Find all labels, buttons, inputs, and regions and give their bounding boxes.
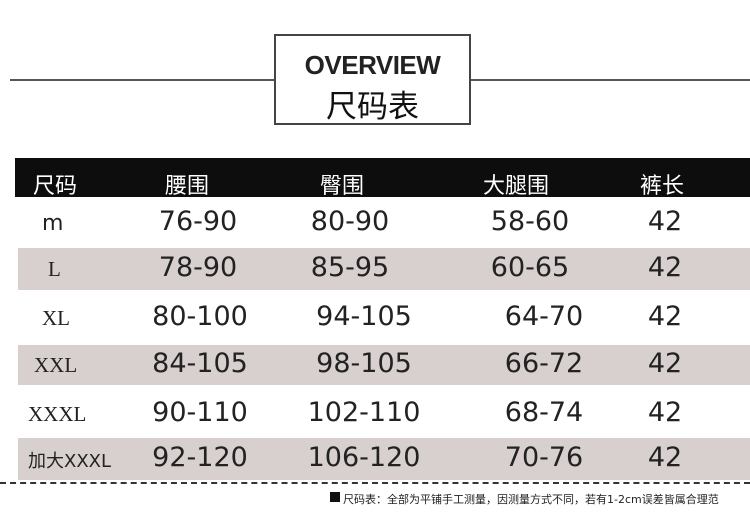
cell: 68-74 xyxy=(504,396,584,428)
cell: 98-105 xyxy=(316,348,412,379)
bullet xyxy=(330,492,340,502)
cell: 42 xyxy=(647,396,683,428)
cell: 60-65 xyxy=(490,252,570,283)
size-label: L xyxy=(48,257,61,281)
cell: 92-120 xyxy=(152,442,248,473)
rule xyxy=(10,79,274,81)
cell: 94-105 xyxy=(316,301,412,332)
cell: 85-95 xyxy=(310,252,390,283)
size-label: m xyxy=(42,210,64,236)
cell: 42 xyxy=(647,252,683,283)
cell: 42 xyxy=(647,348,683,379)
column-header: 臀围 xyxy=(320,174,365,199)
cell: 106-120 xyxy=(307,442,421,473)
size-label: XXXL xyxy=(28,401,87,426)
cell: 84-105 xyxy=(152,348,248,379)
table-header xyxy=(15,158,750,197)
cell: 76-90 xyxy=(158,205,238,237)
cell: 80-90 xyxy=(310,205,390,237)
cell: 42 xyxy=(647,301,683,332)
divider xyxy=(0,482,750,484)
subtitle: 尺码表 xyxy=(326,89,419,125)
row-band xyxy=(18,438,750,480)
cell: 58-60 xyxy=(490,205,570,237)
cell: 70-76 xyxy=(504,442,584,473)
size-label: XL xyxy=(42,306,70,330)
cell: 42 xyxy=(647,442,683,473)
column-header: 大腿围 xyxy=(483,174,550,199)
row-band xyxy=(18,248,750,290)
cell: 102-110 xyxy=(307,396,421,428)
footnote: 尺码表：全部为平铺手工测量，因测量方式不同，若有1-2cm误差皆属合理范 xyxy=(343,493,719,506)
cell: 90-110 xyxy=(152,396,248,428)
size-label: 加大XXXL xyxy=(28,451,112,472)
title: OVERVIEW xyxy=(304,50,441,80)
rule xyxy=(471,79,750,81)
title-box: OVERVIEW 尺码表 xyxy=(274,34,471,125)
column-header: 尺码 xyxy=(33,174,78,199)
cell: 64-70 xyxy=(504,301,584,332)
cell: 66-72 xyxy=(504,348,584,379)
cell: 42 xyxy=(647,205,683,237)
row-band xyxy=(18,345,750,385)
column-header: 腰围 xyxy=(165,174,210,199)
size-label: XXL xyxy=(34,353,78,377)
cell: 78-90 xyxy=(158,252,238,283)
column-header: 裤长 xyxy=(640,174,685,199)
cell: 80-100 xyxy=(152,301,248,332)
